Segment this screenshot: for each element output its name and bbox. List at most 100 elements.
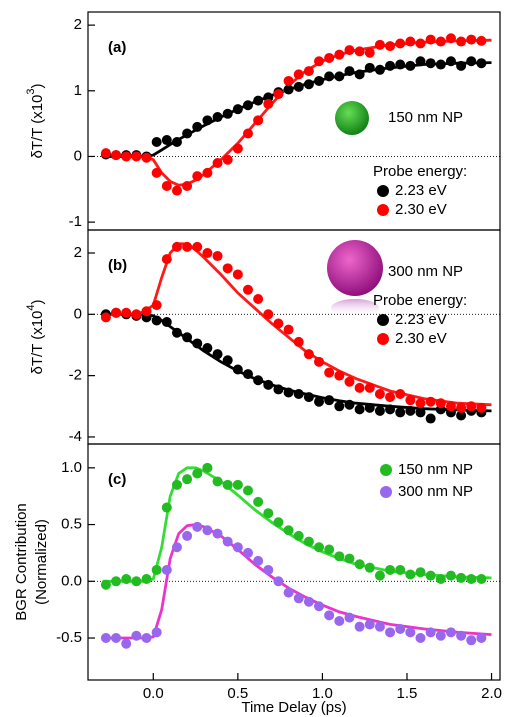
panel-annotation: (c): [108, 471, 126, 488]
data-point: [273, 89, 284, 100]
data-point: [303, 66, 314, 77]
data-point: [324, 395, 335, 406]
data-point: [212, 528, 223, 539]
data-point: [161, 135, 172, 146]
data-point: [425, 396, 436, 407]
data-point: [151, 627, 162, 638]
x-tick-label: 1.0: [312, 685, 333, 702]
legend-marker: [377, 185, 389, 197]
data-point: [395, 623, 406, 634]
data-point: [111, 150, 122, 161]
data-point: [476, 58, 487, 69]
data-point: [222, 154, 233, 165]
data-point: [263, 98, 274, 109]
data-point: [232, 143, 243, 154]
data-point: [171, 542, 182, 553]
data-point: [334, 616, 345, 626]
x-tick-label: 1.5: [397, 685, 418, 702]
data-point: [232, 479, 243, 490]
y-tick-label: -4: [69, 428, 82, 445]
data-point: [151, 315, 162, 326]
data-point: [456, 402, 467, 413]
data-point: [405, 627, 416, 638]
data-point: [192, 521, 203, 532]
data-point: [283, 84, 294, 95]
data-point: [425, 58, 436, 69]
legend-label: 2.30 eV: [395, 330, 447, 347]
data-point: [141, 574, 152, 585]
legend-label: 150 nm NP: [398, 461, 473, 478]
data-point: [334, 551, 345, 562]
data-point: [202, 247, 213, 258]
data-point: [192, 121, 203, 132]
y-axis-label: (Normalized): [33, 519, 50, 605]
data-point: [374, 405, 385, 416]
data-point: [182, 474, 193, 485]
data-point: [476, 35, 487, 46]
legend-label: 300 nm NP: [398, 483, 473, 500]
legend-label: 2.23 eV: [395, 311, 447, 328]
y-tick-label: 2: [74, 16, 82, 33]
data-point: [212, 251, 223, 262]
panel-annotation: (a): [108, 39, 126, 56]
data-point: [314, 396, 325, 407]
data-point: [151, 564, 162, 575]
data-point: [476, 402, 487, 413]
data-point: [131, 576, 142, 587]
data-point: [293, 530, 304, 541]
data-point: [314, 75, 325, 86]
data-point: [273, 384, 284, 395]
data-point: [121, 151, 132, 162]
data-point: [364, 402, 375, 413]
data-point: [385, 627, 396, 638]
data-point: [354, 559, 365, 570]
legend-marker: [380, 486, 392, 498]
y-tick-label: 0: [74, 305, 82, 322]
data-point: [293, 336, 304, 347]
data-point: [263, 309, 274, 320]
magenta-sphere-icon: [327, 240, 383, 296]
data-point: [415, 38, 426, 49]
data-point: [445, 33, 456, 44]
y-axis-label-part: δT/T (x10: [29, 311, 46, 375]
data-point: [182, 332, 193, 343]
y-tick-label: -1: [69, 213, 82, 230]
data-point: [161, 254, 172, 265]
y-axis-label: BGR Contribution: [13, 503, 30, 621]
data-point: [253, 95, 264, 106]
data-point: [100, 148, 111, 159]
data-point: [385, 392, 396, 403]
data-point: [395, 59, 406, 70]
data-point: [435, 398, 446, 409]
data-point: [222, 263, 233, 274]
data-point: [273, 318, 284, 329]
data-point: [100, 579, 111, 590]
data-point: [232, 542, 243, 553]
data-point: [466, 574, 477, 585]
data-point: [374, 64, 385, 75]
data-point: [344, 399, 355, 410]
data-point: [476, 574, 487, 585]
data-point: [344, 612, 355, 623]
data-point: [141, 633, 152, 644]
data-point: [324, 52, 335, 63]
data-point: [435, 574, 446, 585]
data-point: [121, 307, 132, 318]
data-point: [364, 619, 375, 630]
data-point: [151, 137, 162, 148]
data-point: [212, 158, 223, 169]
data-point: [374, 389, 385, 400]
legend-marker: [377, 204, 389, 216]
data-point: [374, 39, 385, 50]
data-point: [324, 367, 335, 378]
data-point: [151, 300, 162, 311]
data-point: [273, 576, 284, 587]
data-point: [435, 59, 446, 70]
data-point: [263, 379, 274, 390]
data-point: [202, 343, 213, 354]
y-axis-label: δT/T (x103): [25, 83, 46, 158]
data-point: [283, 75, 294, 86]
sample-label: 300 nm NP: [388, 263, 463, 280]
data-point: [131, 309, 142, 320]
